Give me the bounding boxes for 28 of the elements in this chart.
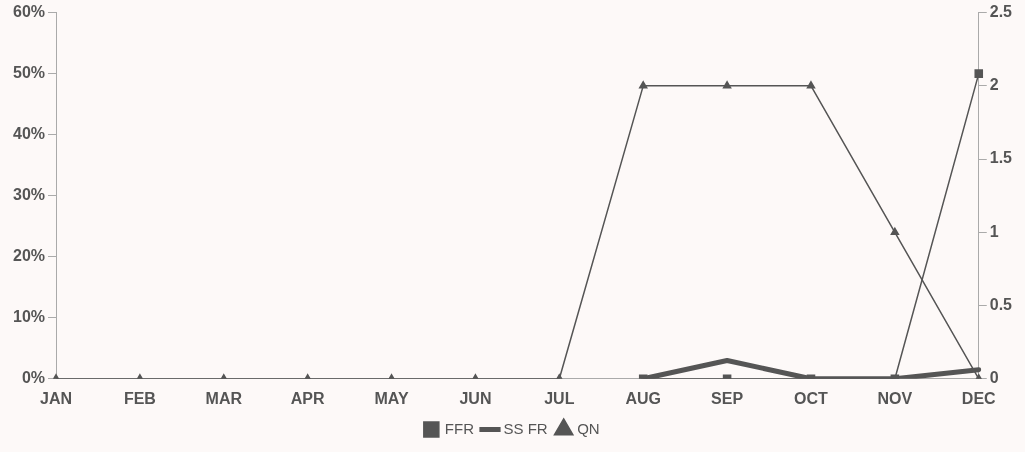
y-tick-label: 40% xyxy=(12,125,46,143)
y-tick-label: 30% xyxy=(12,186,46,204)
y-tick-label: 60% xyxy=(12,3,46,21)
y2-tick-label: 1 xyxy=(989,222,999,240)
x-tick-label: OCT xyxy=(794,389,829,407)
y2-tick-label: 0 xyxy=(989,369,999,387)
x-tick-label: NOV xyxy=(877,389,913,407)
y-tick-label: 0% xyxy=(21,369,46,387)
x-tick-label: FEB xyxy=(123,389,156,407)
x-tick-label: APR xyxy=(290,389,326,407)
legend-label: SS FR xyxy=(503,419,548,437)
x-tick-label: MAY xyxy=(374,389,409,407)
y-tick-label: 50% xyxy=(12,64,46,82)
x-tick-label: JUL xyxy=(544,389,575,407)
x-tick-label: DEC xyxy=(961,389,997,407)
y2-tick-label: 2.5 xyxy=(989,3,1013,21)
y-tick-label: 20% xyxy=(12,247,46,265)
x-tick-label: MAR xyxy=(205,389,243,407)
y2-tick-label: 0.5 xyxy=(989,295,1013,313)
x-tick-label: AUG xyxy=(625,389,661,407)
x-tick-label: JUN xyxy=(459,389,492,407)
x-tick-label: JAN xyxy=(40,389,73,407)
y-tick-label: 10% xyxy=(12,308,46,326)
legend-label: FFR xyxy=(444,419,475,437)
x-tick-label: SEP xyxy=(711,389,744,407)
y2-tick-label: 2 xyxy=(989,76,999,94)
legend-label: QN xyxy=(577,419,600,437)
y2-tick-label: 1.5 xyxy=(989,149,1013,167)
